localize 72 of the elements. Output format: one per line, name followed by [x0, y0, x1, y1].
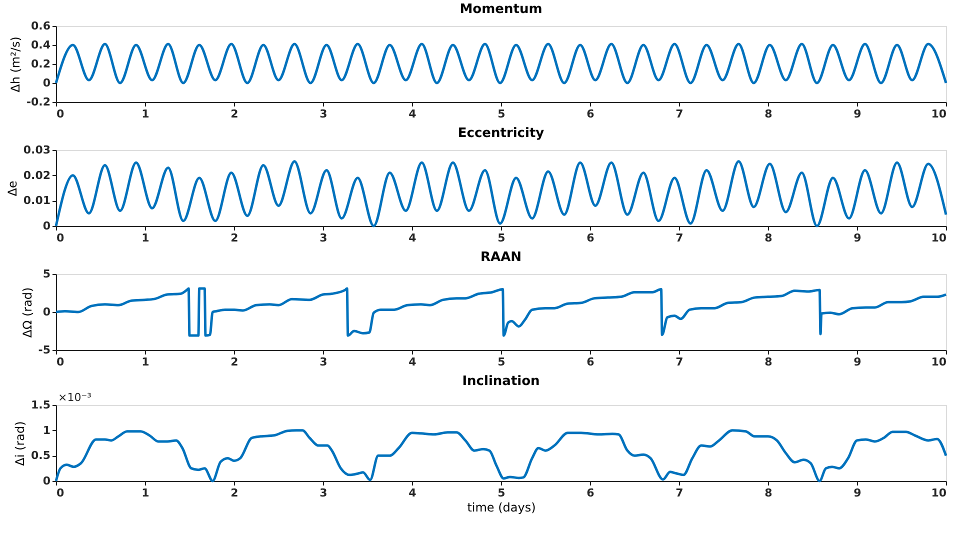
x-tick-label: 7	[676, 356, 684, 368]
x-tick-label: 0	[56, 356, 64, 368]
chart-title: RAAN	[480, 250, 522, 265]
x-tick-label: 5	[498, 486, 506, 500]
y-tick-label: 1	[42, 424, 50, 437]
x-tick-label: 8	[764, 356, 772, 368]
y-axis-title: Δi (rad)	[13, 421, 28, 466]
y-axis-title: Δh (m²/s)	[8, 36, 22, 92]
y-tick-label: -0.2	[26, 96, 50, 108]
chart-title: Inclination	[462, 374, 540, 389]
y-tick-label: 0.4	[31, 38, 51, 52]
x-tick-label: 9	[854, 356, 862, 368]
line-series	[54, 287, 948, 337]
y-tick-label: 0	[42, 76, 51, 90]
x-tick-label: 4	[408, 356, 417, 368]
x-tick-label: 6	[586, 486, 595, 500]
y-axis-title: Δe	[5, 180, 20, 196]
x-tick-label: 3	[320, 486, 328, 500]
x-tick-label: 9	[854, 486, 862, 500]
x-tick-label: 6	[586, 232, 595, 244]
x-axis-title: time (days)	[467, 500, 536, 514]
x-tick-label: 10	[931, 108, 947, 120]
chart-title: Eccentricity	[458, 126, 545, 141]
x-tick-label: 0	[56, 108, 64, 120]
x-tick-label: 1	[142, 108, 150, 120]
x-tick-label: 1	[142, 486, 150, 500]
x-tick-label: 2	[230, 108, 238, 120]
x-tick-label: 1	[142, 232, 150, 244]
x-tick-label: 8	[764, 232, 772, 244]
chart-title: Momentum	[460, 2, 542, 17]
y-tick-label: 1.5	[31, 398, 50, 412]
x-tick-label: 5	[498, 356, 506, 368]
x-tick-label: 5	[498, 108, 506, 120]
x-tick-label: 2	[230, 486, 238, 500]
y-tick-label: 0.6	[31, 20, 51, 32]
x-tick-label: 8	[764, 108, 772, 120]
x-tick-label: 3	[320, 356, 328, 368]
x-tick-label: 5	[498, 232, 506, 244]
x-tick-label: 7	[676, 108, 684, 120]
x-tick-label: 9	[854, 108, 862, 120]
x-tick-label: 0	[56, 232, 64, 244]
text: ×10⁻³	[58, 391, 92, 404]
x-tick-label: 3	[320, 108, 328, 120]
x-tick-label: 7	[676, 232, 684, 244]
x-tick-label: 3	[320, 232, 328, 244]
x-tick-label: 8	[764, 486, 772, 500]
x-tick-label: 4	[408, 108, 417, 120]
y-tick-label: 5	[42, 268, 50, 280]
x-tick-label: 7	[676, 486, 684, 500]
x-tick-label: 2	[230, 356, 238, 368]
x-tick-label: 4	[408, 486, 417, 500]
x-tick-label: 0	[56, 486, 64, 500]
y-tick-label: 0.01	[23, 194, 50, 208]
x-tick-label: 10	[931, 486, 947, 500]
y-tick-label: 0.03	[23, 144, 50, 156]
line-series	[54, 42, 948, 84]
y-tick-label: 0	[42, 474, 51, 488]
y-tick-label: 0.5	[31, 449, 50, 462]
y-tick-label: 0	[42, 220, 51, 232]
x-tick-label: 6	[586, 356, 595, 368]
x-tick-label: 2	[230, 232, 238, 244]
x-tick-label: 10	[931, 356, 947, 368]
y-tick-label: -5	[38, 344, 50, 356]
x-tick-label: 1	[142, 356, 150, 368]
x-tick-label: 9	[854, 232, 862, 244]
x-tick-label: 4	[408, 232, 417, 244]
x-tick-label: 10	[931, 232, 947, 244]
x-tick-label: 6	[586, 108, 595, 120]
y-axis-title: ΔΩ (rad)	[20, 287, 34, 338]
y-tick-label: 0.2	[31, 58, 50, 70]
y-tick-label: 0	[42, 306, 51, 318]
y-tick-label: 0.02	[23, 168, 50, 182]
